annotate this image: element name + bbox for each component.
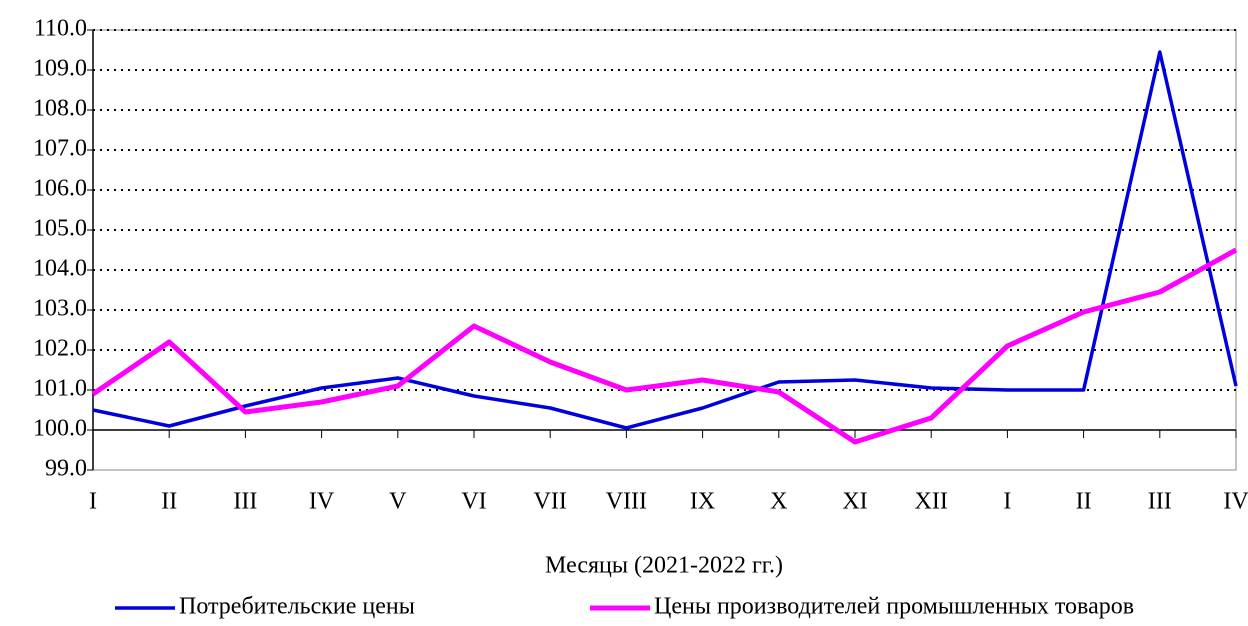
x-tick-label: X (770, 489, 787, 515)
legend-label: Цены производителей промышленных товаров (654, 594, 1134, 620)
x-tick-label: XII (915, 489, 948, 515)
x-tick-label: IV (309, 489, 335, 515)
x-tick-label: II (1076, 489, 1092, 515)
legend-label: Потребительские цены (179, 594, 415, 620)
x-tick-label: VIII (606, 489, 647, 515)
x-tick-label: II (161, 489, 177, 515)
y-tick-label: 104.0 (33, 256, 87, 282)
x-tick-label: III (1148, 489, 1172, 515)
x-tick-label: IX (690, 489, 715, 515)
y-tick-label: 105.0 (33, 216, 87, 242)
line-series (92, 50, 1238, 430)
x-tick-label: I (89, 489, 97, 515)
plot-area (92, 29, 1237, 471)
y-tick-label: 107.0 (33, 136, 87, 162)
x-tick-label: V (389, 489, 407, 515)
y-tick-label: 100.0 (33, 416, 87, 442)
y-tick-label: 103.0 (33, 296, 87, 322)
x-tick-label: XI (842, 489, 867, 515)
y-tick-label: 101.0 (33, 376, 87, 402)
x-tick-label: VII (534, 489, 567, 515)
y-tick-label: 102.0 (33, 336, 87, 362)
x-axis-label: Месяцы (2021-2022 гг.) (545, 553, 783, 579)
y-tick-label: 109.0 (33, 56, 87, 82)
y-tick-label: 99.0 (45, 456, 87, 482)
line-series (91, 247, 1238, 445)
y-tick-label: 110.0 (34, 16, 87, 42)
x-tick-label: I (1003, 489, 1011, 515)
x-tick-label: III (233, 489, 257, 515)
x-tick-label: IV (1223, 489, 1248, 515)
x-tick-label: VI (461, 489, 486, 515)
y-tick-label: 108.0 (33, 96, 87, 122)
y-tick-label: 106.0 (33, 176, 87, 202)
